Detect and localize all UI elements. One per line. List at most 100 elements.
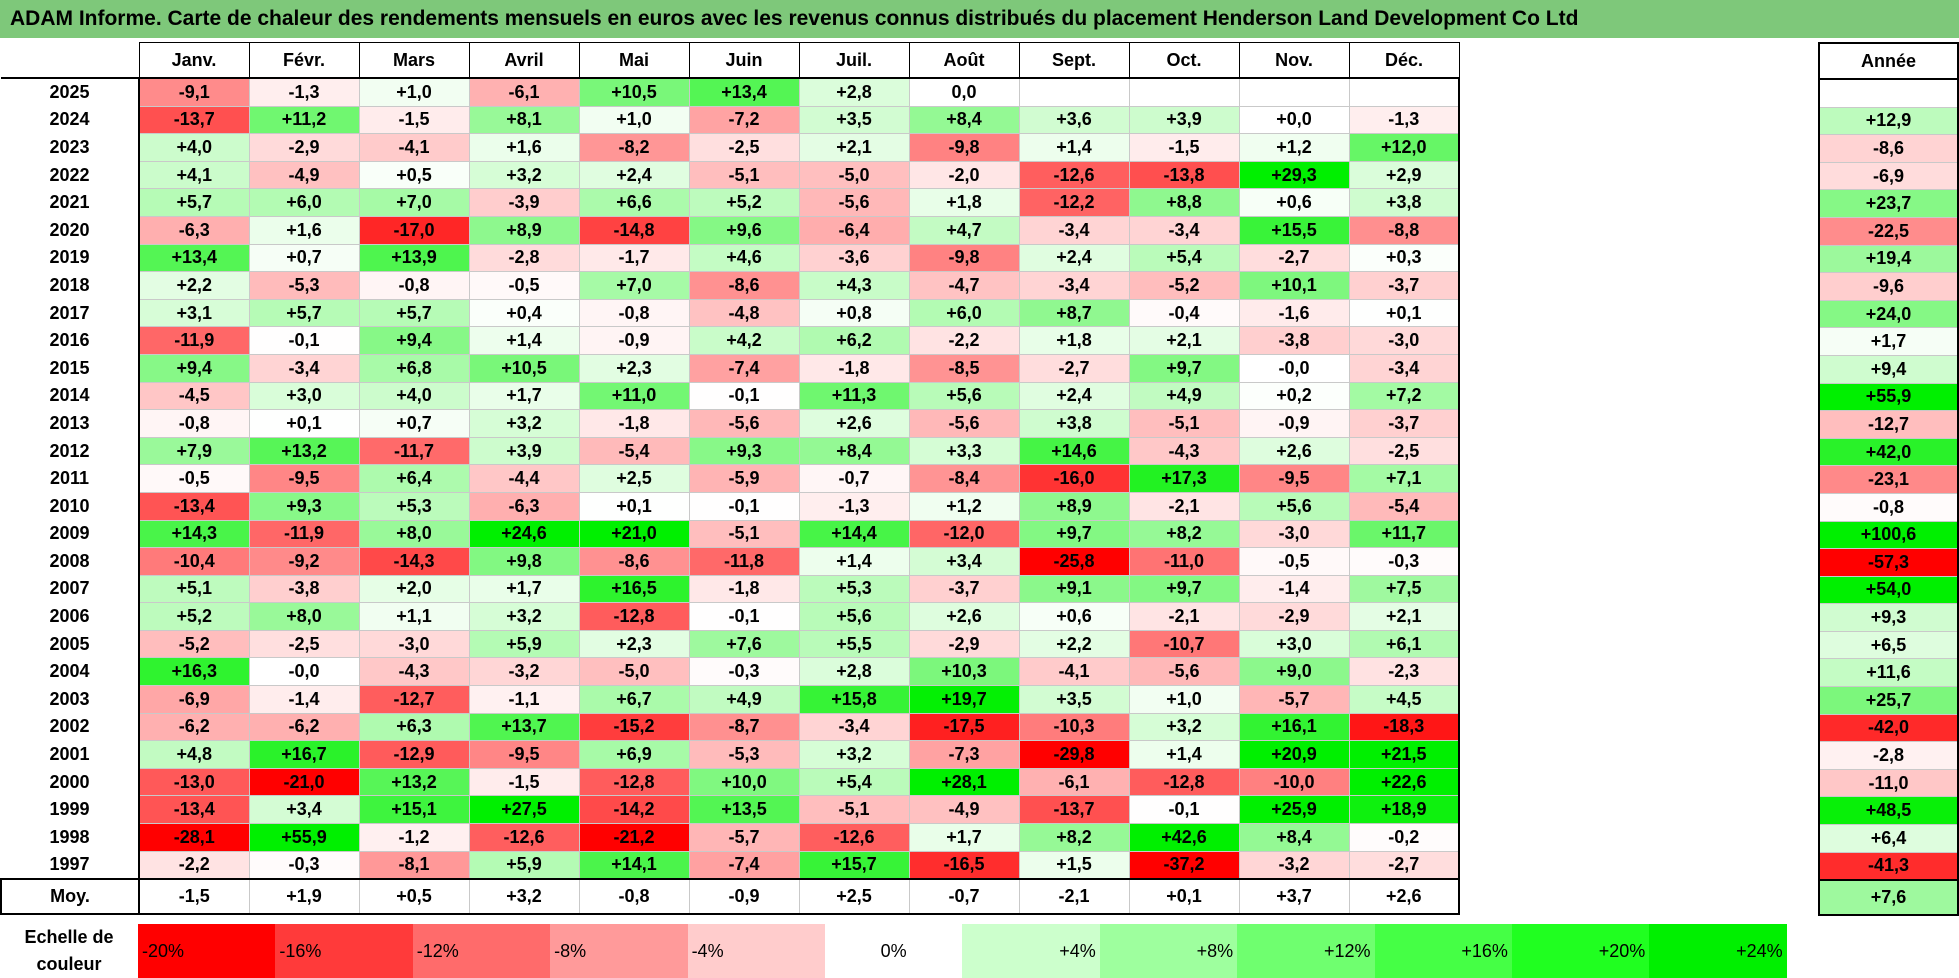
heatmap-cell: +1,4 — [468, 326, 580, 355]
heatmap-cell: +13,5 — [688, 795, 800, 825]
heatmap-cell: -5,2 — [138, 629, 250, 659]
heatmap-cell: -3,7 — [1348, 271, 1460, 300]
heatmap-cell: -0,0 — [248, 657, 360, 687]
heatmap-cell: -10,0 — [1238, 767, 1350, 797]
color-scale-stop: -4% — [687, 924, 825, 978]
heatmap-cell: -1,8 — [578, 409, 690, 438]
heatmap-cell: -2,5 — [1348, 436, 1460, 466]
heatmap-cell: -4,3 — [1128, 436, 1240, 466]
average-cell: +0,1 — [1128, 878, 1240, 916]
heatmap-cell: +8,0 — [358, 519, 470, 549]
average-cell: +0,5 — [358, 878, 470, 916]
heatmap-cell: +3,9 — [468, 436, 580, 466]
heatmap-cell: +5,6 — [798, 602, 910, 631]
heatmap-cell: -4,5 — [138, 381, 250, 411]
heatmap-cell: -4,9 — [248, 160, 360, 190]
heatmap-cell: +7,0 — [358, 188, 470, 217]
heatmap-cell: +1,0 — [358, 77, 470, 107]
heatmap-cell: +5,2 — [138, 602, 250, 631]
annual-row: +11,6 — [1818, 658, 1959, 688]
table-row: 2010 -13,4 +9,3 +5,3 -6,3 +0,1 -0,1 -1,3 +1,2 +8,… — [1, 491, 1460, 521]
heatmap-cell: +0,1 — [1348, 298, 1460, 328]
heatmap-cell: +8,4 — [908, 105, 1020, 135]
heatmap-cell: +5,3 — [798, 574, 910, 604]
heatmap-cell: -12,0 — [908, 519, 1020, 549]
column-header: Sept. — [1018, 42, 1130, 79]
annual-row: +1,7 — [1818, 327, 1959, 356]
heatmap-cell: -3,0 — [358, 629, 470, 659]
heatmap-cell: +9,6 — [688, 215, 800, 245]
row-year-label: 2018 — [1, 271, 140, 300]
heatmap-cell: +15,1 — [358, 795, 470, 825]
heatmap-cell: +8,9 — [468, 215, 580, 245]
heatmap-cell: +5,4 — [1128, 243, 1240, 273]
heatmap-cell: -17,0 — [358, 215, 470, 245]
annual-row: -0,8 — [1818, 492, 1959, 522]
color-scale-stop: 0% — [824, 924, 963, 978]
heatmap-cell: +13,2 — [358, 767, 470, 797]
heatmap-cell: +29,3 — [1238, 160, 1350, 190]
average-cell: +2,6 — [1348, 878, 1460, 916]
row-year-label: 2011 — [1, 464, 140, 493]
heatmap-cell: -4,7 — [908, 271, 1020, 300]
heatmap-cell: +5,9 — [468, 850, 580, 880]
heatmap-cell — [1128, 77, 1240, 107]
heatmap-cell: -21,2 — [578, 823, 690, 852]
heatmap-cell: -18,3 — [1348, 712, 1460, 742]
table-row: 2011 -0,5 -9,5 +6,4 -4,4 +2,5 -5,9 -0,7 -8,4 -16,… — [1, 464, 1460, 493]
heatmap-cell: -4,1 — [358, 133, 470, 162]
annual-row: -41,3 — [1818, 851, 1959, 881]
heatmap-cell: +6,0 — [248, 188, 360, 217]
heatmap-cell: -3,4 — [1018, 271, 1130, 300]
annual-row: +6,4 — [1818, 824, 1959, 853]
heatmap-cell: -3,0 — [1348, 326, 1460, 355]
heatmap-cell: -5,7 — [1238, 685, 1350, 714]
heatmap-cell: -25,8 — [1018, 547, 1130, 576]
heatmap-cell: +1,4 — [1018, 133, 1130, 162]
heatmap-cell: +7,2 — [1348, 381, 1460, 411]
row-year-label: 2006 — [1, 602, 140, 631]
heatmap-cell: +10,5 — [468, 353, 580, 383]
heatmap-cell: +6,0 — [908, 298, 1020, 328]
heatmap-cell: -2,8 — [468, 243, 580, 273]
heatmap-cell: -12,8 — [578, 602, 690, 631]
heatmap-cell: +42,6 — [1128, 823, 1240, 852]
heatmap-cell: +7,0 — [578, 271, 690, 300]
heatmap-cell: +8,2 — [1128, 519, 1240, 549]
heatmap-cell: +3,0 — [1238, 629, 1350, 659]
heatmap-cell: -28,1 — [138, 823, 250, 852]
heatmap-cell: -0,4 — [1128, 298, 1240, 328]
table-row: 2015 +9,4 -3,4 +6,8 +10,5 +2,3 -7,4 -1,8 -8,5 -2,… — [1, 353, 1460, 383]
heatmap-cell: +1,7 — [468, 574, 580, 604]
annual-row: +25,7 — [1818, 686, 1959, 715]
table-row: 1998 -28,1 +55,9 -1,2 -12,6 -21,2 -5,7 -12,6 +1,… — [1, 823, 1460, 852]
heatmap-cell: +2,1 — [1128, 326, 1240, 355]
heatmap-cell: -0,8 — [578, 298, 690, 328]
heatmap-cell: +2,6 — [908, 602, 1020, 631]
column-header: Avril — [468, 42, 580, 79]
table-row: 2013 -0,8 +0,1 +0,7 +3,2 -1,8 -5,6 +2,6 -5,6 +3,8… — [1, 409, 1460, 438]
heatmap-cell: -8,1 — [358, 850, 470, 880]
heatmap-cell: -5,6 — [1128, 657, 1240, 687]
heatmap-cell: -3,8 — [248, 574, 360, 604]
heatmap-cell: +1,1 — [358, 602, 470, 631]
heatmap-cell: -11,8 — [688, 547, 800, 576]
row-year-label: 2021 — [1, 188, 140, 217]
heatmap-cell: -1,8 — [688, 574, 800, 604]
heatmap-cell: -10,4 — [138, 547, 250, 576]
heatmap-cell: +0,4 — [468, 298, 580, 328]
heatmap-cell: +11,3 — [798, 381, 910, 411]
heatmap-cell: +9,7 — [1128, 353, 1240, 383]
heatmap-cell: -7,3 — [908, 740, 1020, 769]
heatmap-cell: -15,2 — [578, 712, 690, 742]
heatmap-cell: +5,6 — [1238, 491, 1350, 521]
heatmap-cell: +4,1 — [138, 160, 250, 190]
color-scale-stop: +4% — [962, 924, 1100, 978]
heatmap-cell: +2,2 — [1018, 629, 1130, 659]
row-year-label: 2013 — [1, 409, 140, 438]
column-header: Juin — [688, 42, 800, 79]
color-scale-stop: -16% — [275, 924, 413, 978]
heatmap-cell: +3,4 — [908, 547, 1020, 576]
annual-cell: -11,0 — [1818, 768, 1959, 798]
heatmap-cell: +15,5 — [1238, 215, 1350, 245]
